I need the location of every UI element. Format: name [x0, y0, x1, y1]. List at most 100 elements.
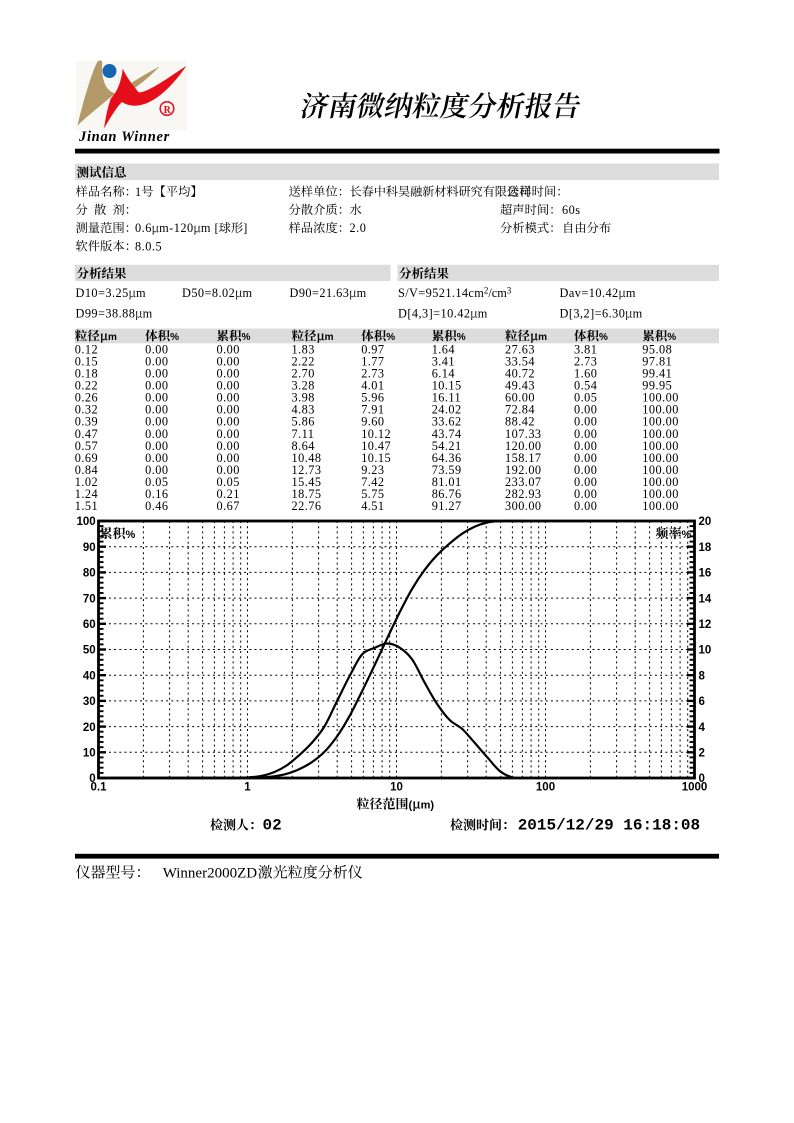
- svg-text:m: m: [633, 307, 643, 321]
- svg-text:7.42: 7.42: [361, 475, 384, 489]
- svg-text:1: 1: [135, 185, 141, 199]
- svg-text:0.00: 0.00: [574, 403, 597, 417]
- svg-text:4.51: 4.51: [361, 499, 384, 513]
- svg-text:192.00: 192.00: [505, 463, 542, 477]
- svg-text:0.1: 0.1: [91, 782, 108, 794]
- svg-text:0.32: 0.32: [75, 403, 98, 417]
- svg-text:1.24: 1.24: [75, 487, 98, 501]
- svg-text:5.75: 5.75: [361, 487, 384, 501]
- svg-text:D50=8.02: D50=8.02: [182, 286, 235, 300]
- svg-text:282.93: 282.93: [505, 487, 542, 501]
- svg-text:1.02: 1.02: [75, 475, 98, 489]
- svg-text:2: 2: [484, 286, 489, 296]
- svg-text:100: 100: [77, 516, 96, 528]
- svg-text:m: m: [143, 307, 153, 321]
- svg-text:0.00: 0.00: [145, 427, 168, 441]
- svg-text:99.95: 99.95: [642, 379, 672, 393]
- svg-text:100.00: 100.00: [642, 439, 679, 453]
- svg-text:0.00: 0.00: [217, 415, 240, 429]
- svg-text:8: 8: [699, 670, 706, 682]
- svg-text:10.15: 10.15: [432, 379, 462, 393]
- svg-text:3.98: 3.98: [292, 391, 315, 405]
- svg-text:Dav=10.42: Dav=10.42: [560, 286, 619, 300]
- svg-text:80: 80: [83, 568, 96, 580]
- svg-text:%: %: [126, 529, 136, 541]
- svg-text:0.05: 0.05: [574, 391, 597, 405]
- svg-text:10: 10: [390, 782, 403, 794]
- svg-text:5.96: 5.96: [361, 391, 384, 405]
- svg-text:60s: 60s: [562, 203, 581, 217]
- svg-text:1.64: 1.64: [432, 342, 455, 356]
- svg-text:0: 0: [89, 773, 95, 785]
- svg-text:100.00: 100.00: [642, 451, 679, 465]
- svg-text:100.00: 100.00: [642, 391, 679, 405]
- svg-text:0.26: 0.26: [75, 391, 98, 405]
- svg-text:158.17: 158.17: [505, 451, 542, 465]
- svg-text:4: 4: [699, 722, 706, 734]
- svg-text:0.00: 0.00: [145, 415, 168, 429]
- svg-text:3.28: 3.28: [292, 379, 315, 393]
- svg-text:m: m: [325, 332, 334, 343]
- svg-text:20: 20: [83, 722, 96, 734]
- svg-text:0.05: 0.05: [145, 475, 168, 489]
- svg-text:m: m: [108, 332, 117, 343]
- svg-text:0.00: 0.00: [217, 379, 240, 393]
- svg-text:99.41: 99.41: [642, 367, 672, 381]
- svg-text:0.00: 0.00: [217, 367, 240, 381]
- svg-text:0.18: 0.18: [75, 367, 98, 381]
- svg-text:100.00: 100.00: [642, 499, 679, 513]
- svg-text:10.12: 10.12: [361, 427, 391, 441]
- svg-text:91.27: 91.27: [432, 499, 462, 513]
- svg-text:18.75: 18.75: [292, 487, 322, 501]
- svg-text:0.22: 0.22: [75, 379, 98, 393]
- svg-text:10.47: 10.47: [361, 439, 391, 453]
- svg-text:m: m: [478, 307, 488, 321]
- svg-text:0.57: 0.57: [75, 439, 98, 453]
- svg-text:6.14: 6.14: [432, 367, 455, 381]
- svg-text:m: m: [243, 286, 253, 300]
- svg-text:2.70: 2.70: [292, 367, 315, 381]
- svg-text:15.45: 15.45: [292, 475, 322, 489]
- svg-text:D99=38.88: D99=38.88: [76, 307, 136, 321]
- svg-text:107.33: 107.33: [505, 427, 542, 441]
- svg-text:m: m: [626, 286, 636, 300]
- svg-text:60.00: 60.00: [505, 391, 535, 405]
- svg-text:2.0: 2.0: [350, 221, 367, 235]
- svg-text:12.73: 12.73: [292, 463, 322, 477]
- svg-text:86.76: 86.76: [432, 487, 462, 501]
- svg-text:m: m: [538, 332, 547, 343]
- svg-text:5.86: 5.86: [292, 415, 315, 429]
- svg-text:m: m: [357, 286, 367, 300]
- svg-text:3.81: 3.81: [574, 342, 597, 356]
- svg-text:1.77: 1.77: [361, 354, 384, 368]
- svg-text:0.00: 0.00: [145, 342, 168, 356]
- svg-text:4.83: 4.83: [292, 403, 315, 417]
- svg-text:10: 10: [699, 645, 712, 657]
- svg-text:100.00: 100.00: [642, 403, 679, 417]
- svg-text:0.21: 0.21: [217, 487, 240, 501]
- svg-text:%: %: [667, 332, 676, 343]
- svg-text:4.01: 4.01: [361, 379, 384, 393]
- svg-text:8.64: 8.64: [292, 439, 315, 453]
- svg-text:Jinan Winner: Jinan Winner: [78, 129, 170, 145]
- svg-text:0.46: 0.46: [145, 499, 168, 513]
- svg-text:]: ]: [243, 221, 247, 235]
- svg-text:0.12: 0.12: [75, 342, 98, 356]
- svg-text:97.81: 97.81: [642, 354, 672, 368]
- svg-text:100.00: 100.00: [642, 427, 679, 441]
- svg-text:3: 3: [507, 286, 512, 296]
- svg-text:0: 0: [699, 773, 705, 785]
- svg-text:0.47: 0.47: [75, 427, 98, 441]
- svg-text:0.00: 0.00: [217, 391, 240, 405]
- svg-text:0.00: 0.00: [574, 475, 597, 489]
- svg-text:24.02: 24.02: [432, 403, 462, 417]
- svg-text:20: 20: [699, 516, 712, 528]
- svg-text:m: m: [136, 286, 146, 300]
- svg-text:0.00: 0.00: [217, 342, 240, 356]
- svg-text:D[3,2]=6.30: D[3,2]=6.30: [560, 307, 626, 321]
- svg-text:72.84: 72.84: [505, 403, 535, 417]
- svg-text:D10=3.25: D10=3.25: [76, 286, 129, 300]
- svg-text:22.76: 22.76: [292, 499, 322, 513]
- svg-text:6: 6: [699, 696, 705, 708]
- svg-text:95.08: 95.08: [642, 342, 672, 356]
